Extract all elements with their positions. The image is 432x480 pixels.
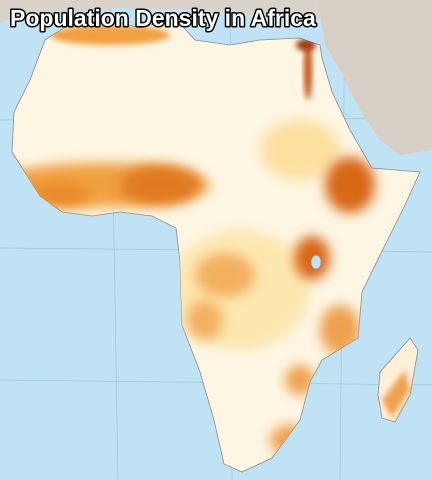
arabia (318, 0, 432, 155)
density (12, 25, 375, 455)
madagascar-density (382, 370, 410, 418)
map-title: Population Density in Africa (10, 5, 316, 31)
lake-victoria (310, 254, 322, 270)
